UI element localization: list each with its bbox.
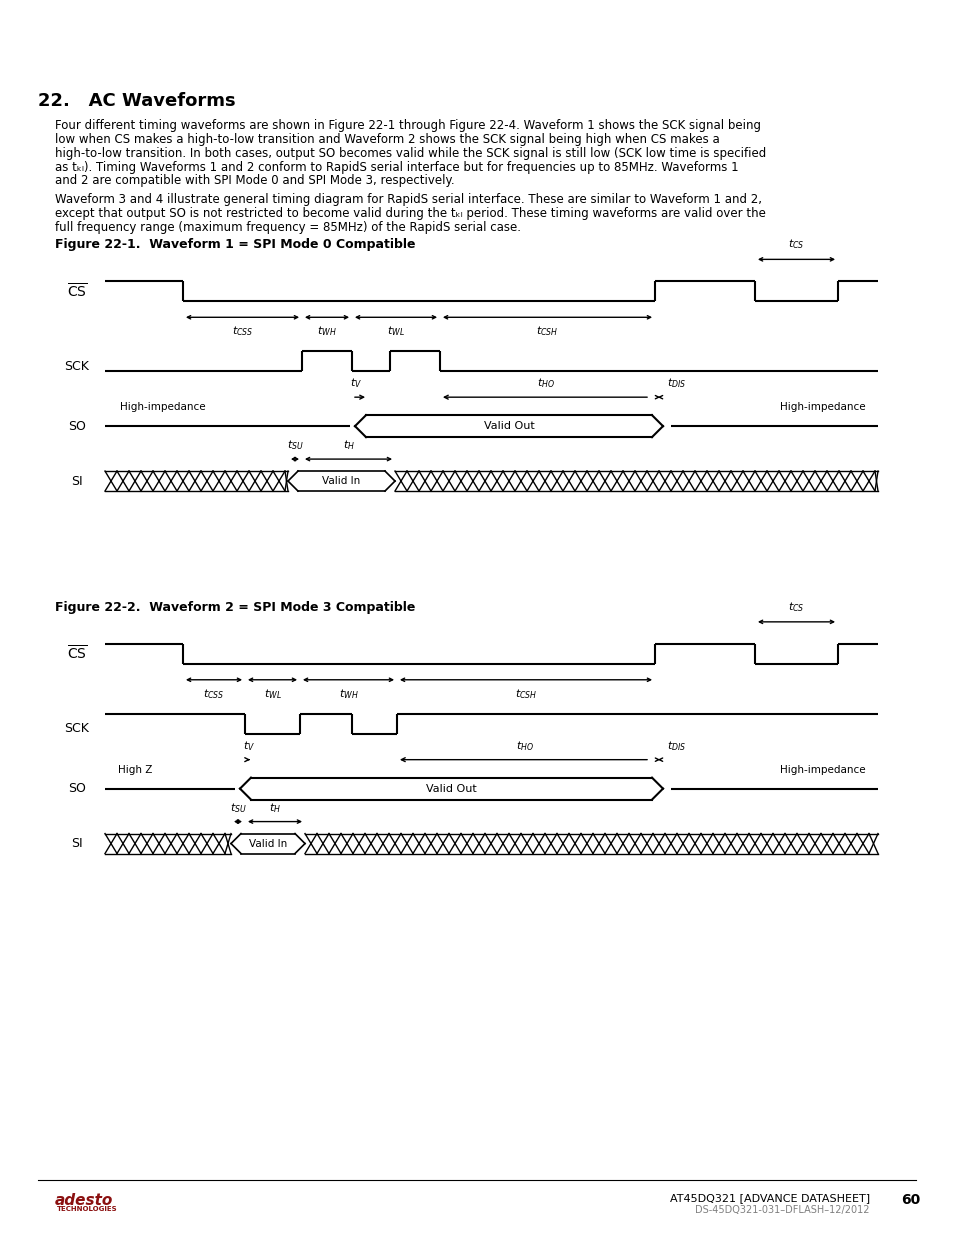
Text: except that output SO is not restricted to become valid during the tₖₗ period. T: except that output SO is not restricted …: [55, 207, 765, 220]
Text: $t_{H}$: $t_{H}$: [342, 438, 355, 452]
Text: full frequency range (maximum frequency = 85MHz) of the RapidS serial case.: full frequency range (maximum frequency …: [55, 221, 520, 235]
Text: $t_{CS}$: $t_{CS}$: [787, 237, 804, 252]
Text: $t_{CS}$: $t_{CS}$: [787, 600, 804, 614]
Text: AT45DQ321 [ADVANCE DATASHEET]: AT45DQ321 [ADVANCE DATASHEET]: [669, 1193, 869, 1203]
Text: SO: SO: [68, 420, 86, 432]
Text: DS-45DQ321-031–DFLASH–12/2012: DS-45DQ321-031–DFLASH–12/2012: [695, 1205, 869, 1215]
Text: 22.   AC Waveforms: 22. AC Waveforms: [38, 91, 235, 110]
Text: TECHNOLOGIES: TECHNOLOGIES: [57, 1207, 117, 1212]
Text: as tₖₗ). Timing Waveforms 1 and 2 conform to RapidS serial interface but for fre: as tₖₗ). Timing Waveforms 1 and 2 confor…: [55, 161, 738, 173]
Text: Valid Out: Valid Out: [426, 784, 476, 794]
Text: $t_{CSH}$: $t_{CSH}$: [536, 325, 558, 338]
Text: adesto: adesto: [55, 1193, 113, 1208]
Text: and 2 are compatible with SPI Mode 0 and SPI Mode 3, respectively.: and 2 are compatible with SPI Mode 0 and…: [55, 174, 455, 188]
Text: Figure 22-2.  Waveform 2 = SPI Mode 3 Compatible: Figure 22-2. Waveform 2 = SPI Mode 3 Com…: [55, 601, 415, 614]
Text: $t_{WH}$: $t_{WH}$: [316, 325, 336, 338]
Text: $t_{DIS}$: $t_{DIS}$: [667, 739, 686, 752]
Text: Valid In: Valid In: [249, 839, 287, 848]
Text: $t_{H}$: $t_{H}$: [269, 800, 281, 815]
Text: $t_{HO}$: $t_{HO}$: [516, 739, 534, 752]
Text: Four different timing waveforms are shown in Figure 22-1 through Figure 22-4. Wa: Four different timing waveforms are show…: [55, 119, 760, 132]
Text: $t_{CSH}$: $t_{CSH}$: [515, 687, 537, 700]
Text: High Z: High Z: [117, 764, 152, 774]
Text: $t_{SU}$: $t_{SU}$: [286, 438, 303, 452]
Text: Waveform 3 and 4 illustrate general timing diagram for RapidS serial interface. : Waveform 3 and 4 illustrate general timi…: [55, 194, 761, 206]
Text: Valid Out: Valid Out: [483, 421, 534, 431]
Text: $t_{DIS}$: $t_{DIS}$: [667, 377, 686, 390]
Text: $t_{WL}$: $t_{WL}$: [263, 687, 281, 700]
Text: SI: SI: [71, 474, 83, 488]
Text: $\overline{\mathrm{CS}}$: $\overline{\mathrm{CS}}$: [67, 645, 87, 663]
Text: $t_{SU}$: $t_{SU}$: [230, 800, 246, 815]
Text: SCK: SCK: [65, 359, 90, 373]
Text: $t_{CSS}$: $t_{CSS}$: [203, 687, 225, 700]
Text: low when CS makes a high-to-low transition and Waveform 2 shows the SCK signal b: low when CS makes a high-to-low transiti…: [55, 132, 719, 146]
Text: SCK: SCK: [65, 722, 90, 735]
Text: Valid In: Valid In: [322, 475, 360, 487]
Text: High-impedance: High-impedance: [120, 403, 206, 412]
Text: $t_{WH}$: $t_{WH}$: [338, 687, 358, 700]
Text: Figure 22-1.  Waveform 1 = SPI Mode 0 Compatible: Figure 22-1. Waveform 1 = SPI Mode 0 Com…: [55, 238, 416, 252]
Text: $\overline{\mathrm{CS}}$: $\overline{\mathrm{CS}}$: [67, 282, 87, 300]
Text: $t_V$: $t_V$: [243, 739, 254, 752]
Text: $t_{WL}$: $t_{WL}$: [387, 325, 404, 338]
Text: $t_{HO}$: $t_{HO}$: [537, 377, 555, 390]
Text: $t_{CSS}$: $t_{CSS}$: [232, 325, 253, 338]
Text: High-impedance: High-impedance: [780, 764, 865, 774]
Text: SI: SI: [71, 837, 83, 850]
Text: High-impedance: High-impedance: [780, 403, 865, 412]
Text: high-to-low transition. In both cases, output SO becomes valid while the SCK sig: high-to-low transition. In both cases, o…: [55, 147, 765, 159]
Text: SO: SO: [68, 782, 86, 795]
Text: 60: 60: [900, 1193, 919, 1207]
Text: $t_V$: $t_V$: [350, 377, 362, 390]
